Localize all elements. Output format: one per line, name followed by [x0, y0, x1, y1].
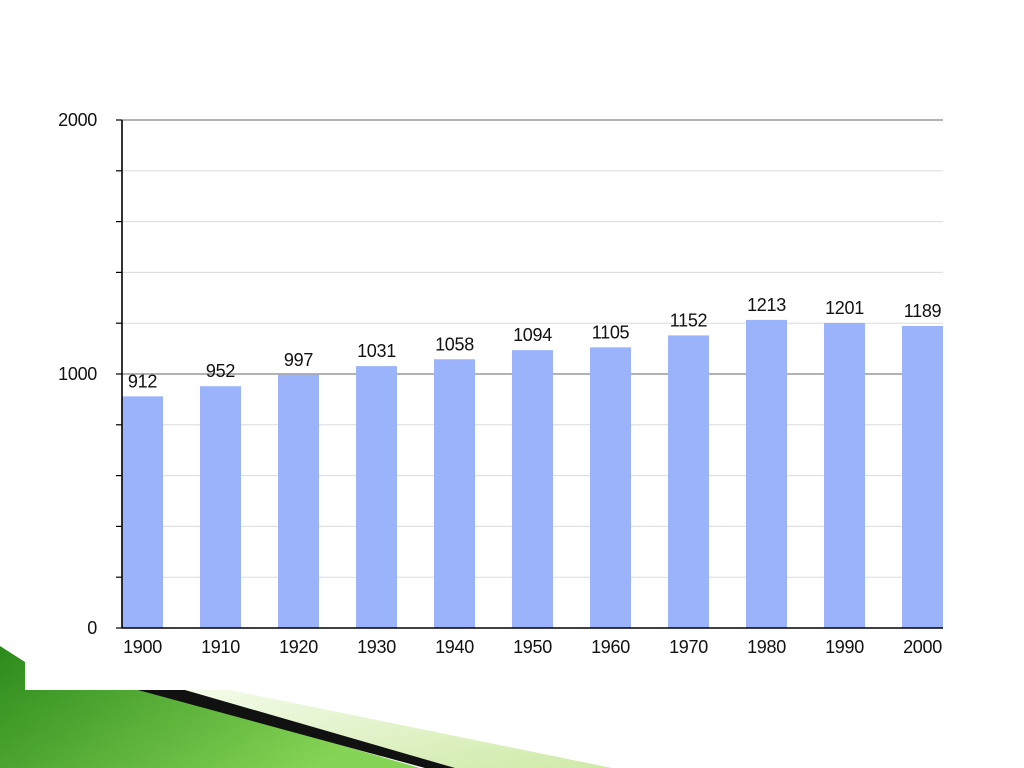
data-label-1930: 1031 — [357, 341, 396, 361]
x-tick-label-2000: 2000 — [903, 637, 942, 657]
bars — [122, 319, 943, 628]
x-tick-label-1990: 1990 — [825, 637, 864, 657]
bar-1960 — [590, 347, 631, 628]
y-tick-labels: 0 1000 2000 — [58, 110, 97, 638]
bar-2000 — [902, 325, 943, 628]
data-label-1940: 1058 — [435, 334, 474, 354]
x-tick-label-1970: 1970 — [669, 637, 708, 657]
bar-1920 — [278, 374, 319, 628]
data-label-1960: 1105 — [592, 322, 630, 342]
bar-1900 — [122, 396, 163, 628]
bar-1970 — [668, 335, 709, 628]
data-label-1980: 1213 — [747, 295, 786, 315]
y-tick-marks — [116, 119, 122, 629]
pale-green-stripe — [185, 690, 612, 768]
bar-1930 — [356, 366, 397, 628]
bar-1980 — [746, 319, 787, 628]
x-tick-label-1910: 1910 — [201, 637, 240, 657]
bar-1990 — [824, 322, 865, 628]
x-tick-label-1980: 1980 — [747, 637, 786, 657]
x-tick-label-1950: 1950 — [513, 637, 552, 657]
gridlines — [122, 119, 943, 578]
y-tick-label-1000: 1000 — [58, 364, 97, 384]
x-tick-label-1940: 1940 — [435, 637, 474, 657]
green-corner-shape — [0, 646, 420, 768]
x-tick-label-1930: 1930 — [357, 637, 396, 657]
x-tick-label-1900: 1900 — [123, 637, 162, 657]
data-label-1950: 1094 — [513, 325, 552, 345]
black-stripe — [138, 690, 455, 768]
data-label-1910: 952 — [206, 361, 235, 381]
data-label-1990: 1201 — [825, 298, 864, 318]
bar-1950 — [512, 350, 553, 628]
y-tick-label-0: 0 — [87, 618, 97, 638]
x-tick-labels: 1900 1910 1920 1930 1940 1950 1960 1970 1980 1990… — [123, 637, 942, 657]
x-tick-label-1960: 1960 — [591, 637, 630, 657]
data-label-1920: 997 — [284, 350, 313, 370]
data-label-1970: 1152 — [670, 310, 708, 330]
bar-1910 — [200, 386, 241, 628]
bar-1940 — [434, 359, 475, 628]
data-label-1900: 912 — [128, 371, 157, 391]
y-tick-label-2000: 2000 — [58, 110, 97, 130]
x-tick-label-1920: 1920 — [279, 637, 318, 657]
data-label-2000: 1189 — [904, 301, 942, 321]
data-labels: 912 952 997 1031 1058 1094 1105 1152 1213 1201 118… — [128, 295, 942, 391]
